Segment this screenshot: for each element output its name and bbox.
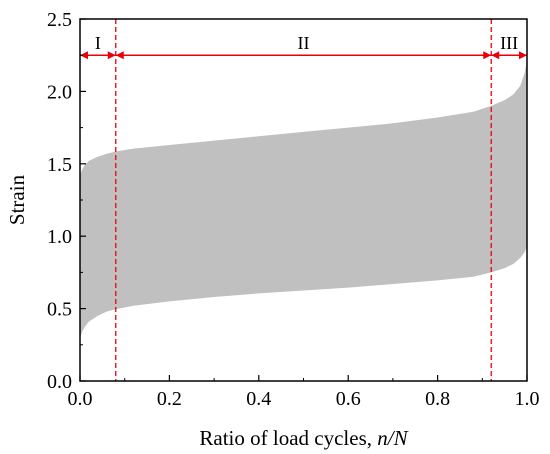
region-label-3: III [500, 33, 518, 53]
y-axis-title: Strain [5, 174, 29, 225]
region-arrowhead-left-2 [115, 51, 124, 60]
region-annotations: I II III [80, 19, 527, 381]
region-label-1: I [95, 33, 101, 53]
x-tick-label-1: 0.2 [157, 388, 182, 410]
axis-ticks: 0.0 0.2 0.4 0.6 0.8 1.0 0.0 0.5 1.0 1.5 2.0 2.5 [47, 9, 540, 410]
band-layer [80, 59, 527, 338]
x-tick-label-5: 1.0 [515, 388, 540, 410]
region-arrowhead-right-2 [483, 51, 492, 60]
y-tick-label-5: 2.5 [47, 9, 72, 31]
x-axis-title-italic: n/N [377, 426, 408, 450]
x-tick-label-0: 0.0 [68, 388, 93, 410]
y-tick-label-3: 1.5 [47, 154, 72, 176]
x-tick-label-2: 0.4 [246, 388, 271, 410]
region-arrowhead-right-1 [107, 51, 116, 60]
x-tick-label-3: 0.6 [336, 388, 361, 410]
region-arrowhead-right-3 [519, 51, 527, 60]
x-axis-title-text: Ratio of load cycles, [199, 426, 377, 450]
y-tick-label-2: 1.0 [47, 226, 72, 248]
y-tick-label-0: 0.0 [47, 371, 72, 393]
region-arrowhead-left-1 [80, 51, 88, 60]
y-tick-label-1: 0.5 [47, 299, 72, 321]
strain-band [80, 59, 527, 338]
region-arrowhead-left-3 [491, 51, 500, 60]
y-tick-label-4: 2.0 [47, 81, 72, 103]
x-axis-title: Ratio of load cycles, n/N [199, 426, 408, 450]
x-tick-label-4: 0.8 [425, 388, 450, 410]
region-label-2: II [298, 33, 310, 53]
